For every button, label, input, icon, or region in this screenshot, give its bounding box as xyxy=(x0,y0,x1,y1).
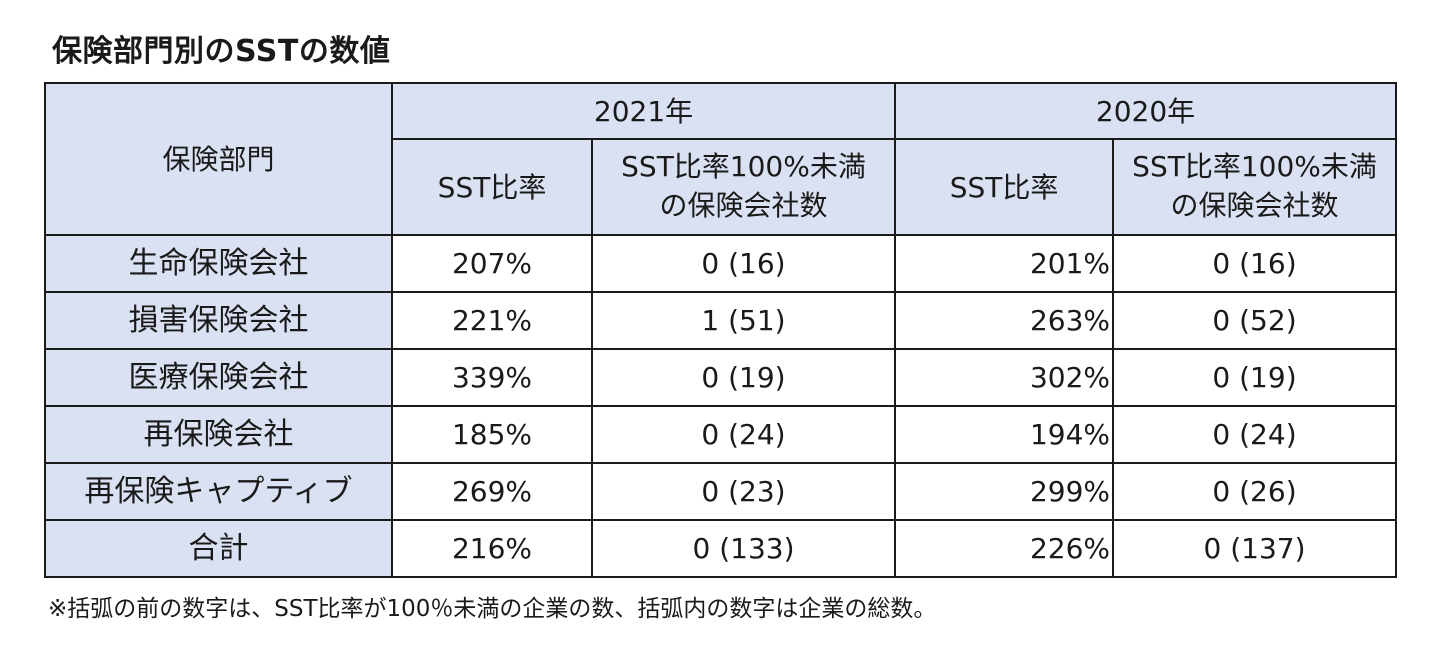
table-row: 生命保険会社 207% 0 (16) 201% 0 (16) xyxy=(44,234,1398,293)
sector-header: 保険部門 xyxy=(44,82,393,236)
sst-ratio-header-2021: SST比率 xyxy=(391,138,593,236)
count-2020-cell: 0 (19) xyxy=(1112,348,1398,407)
count-2021-cell: 1 (51) xyxy=(590,291,897,350)
sst-2020-cell: 226% xyxy=(894,519,1115,578)
sst-2021-cell: 207% xyxy=(391,234,593,293)
count-2021-cell: 0 (23) xyxy=(590,462,897,521)
footnote: ※括弧の前の数字は、SST比率が100％未満の企業の数、括弧内の数字は企業の総数… xyxy=(48,596,937,622)
below-100-header-2020-line2: の保険会社数 xyxy=(1170,189,1339,222)
sst-table: 保険部門 2021年 2020年 SST比率 SST比率100%未満 の保険会社数… xyxy=(44,82,1398,578)
table-row-total: 合計 216% 0 (133) 226% 0 (137) xyxy=(44,519,1398,578)
table-row: 医療保険会社 339% 0 (19) 302% 0 (19) xyxy=(44,348,1398,407)
page-title: 保険部門別のSSTの数値 xyxy=(52,34,391,69)
sst-ratio-header-2020: SST比率 xyxy=(894,138,1115,236)
sector-cell: 医療保険会社 xyxy=(44,348,393,407)
sst-2021-cell: 185% xyxy=(391,405,593,464)
table-row: 再保険キャプティブ 269% 0 (23) 299% 0 (26) xyxy=(44,462,1398,521)
sst-2021-cell: 339% xyxy=(391,348,593,407)
below-100-header-2020-line1: SST比率100%未満 xyxy=(1132,150,1377,184)
sector-cell-total: 合計 xyxy=(44,519,393,578)
count-2021-cell: 0 (24) xyxy=(590,405,897,464)
sst-2020-cell: 194% xyxy=(894,405,1115,464)
sector-cell: 再保険会社 xyxy=(44,405,393,464)
sst-2020-cell: 263% xyxy=(894,291,1115,350)
count-2021-cell: 0 (133) xyxy=(590,519,897,578)
sst-2020-cell: 299% xyxy=(894,462,1115,521)
count-2020-cell: 0 (24) xyxy=(1112,405,1398,464)
year-2021-header: 2021年 xyxy=(390,82,897,140)
table-row: 再保険会社 185% 0 (24) 194% 0 (24) xyxy=(44,405,1398,464)
below-100-header-2020: SST比率100%未満 の保険会社数 xyxy=(1112,138,1398,236)
below-100-header-2021: SST比率100%未満 の保険会社数 xyxy=(590,138,897,236)
sst-2021-cell: 216% xyxy=(391,519,593,578)
table-row: 損害保険会社 221% 1 (51) 263% 0 (52) xyxy=(44,291,1398,350)
count-2020-cell: 0 (16) xyxy=(1112,234,1398,293)
count-2020-cell: 0 (137) xyxy=(1112,519,1398,578)
count-2021-cell: 0 (19) xyxy=(590,348,897,407)
sst-2020-cell: 302% xyxy=(894,348,1115,407)
header-row-metrics: SST比率 SST比率100%未満 の保険会社数 SST比率 SST比率100%未… xyxy=(45,138,1398,236)
below-100-header-2021-line2: の保険会社数 xyxy=(659,189,828,222)
year-2020-header: 2020年 xyxy=(894,82,1398,140)
header-row-years: 保険部門 2021年 2020年 xyxy=(44,82,1398,236)
count-2021-cell: 0 (16) xyxy=(590,234,897,293)
sst-2021-cell: 269% xyxy=(391,462,593,521)
sector-cell: 再保険キャプティブ xyxy=(44,462,393,521)
sector-cell: 損害保険会社 xyxy=(44,291,393,350)
count-2020-cell: 0 (26) xyxy=(1112,462,1398,521)
count-2020-cell: 0 (52) xyxy=(1112,291,1398,350)
sector-cell: 生命保険会社 xyxy=(44,234,393,293)
sst-2020-cell: 201% xyxy=(894,234,1115,293)
sst-2021-cell: 221% xyxy=(391,291,593,350)
below-100-header-2021-line1: SST比率100%未満 xyxy=(621,150,866,184)
